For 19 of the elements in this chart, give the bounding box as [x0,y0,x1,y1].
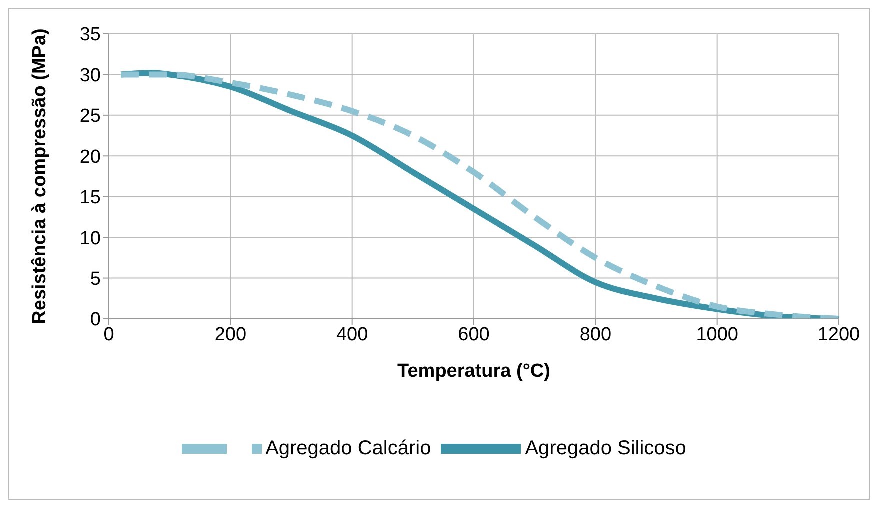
y-tick-label: 5 [90,269,101,290]
x-tick-label: 200 [214,324,247,346]
y-tick-label: 15 [80,188,101,209]
y-tick-label: 10 [80,228,101,250]
y-tick-label: 30 [80,65,101,86]
x-tick-label: 400 [336,324,368,346]
x-tick-label: 600 [458,324,490,346]
x-axis-title: Temperatura (°C) [398,361,550,382]
x-tick-label: 800 [580,324,612,346]
y-tick-label: 0 [90,310,101,331]
x-tick-label: 0 [104,324,114,346]
y-tick-label: 25 [80,106,101,128]
x-tick-label: 1200 [818,324,860,346]
y-axis-title: Resistência à compressão (MPa) [30,28,51,324]
y-tick-label: 20 [80,146,101,168]
y-tick-label: 35 [80,24,101,46]
legend-label: Agregado Silicoso [525,437,686,460]
x-tick-label: 1000 [696,324,738,346]
legend-label: Agregado Calcário [266,437,432,460]
